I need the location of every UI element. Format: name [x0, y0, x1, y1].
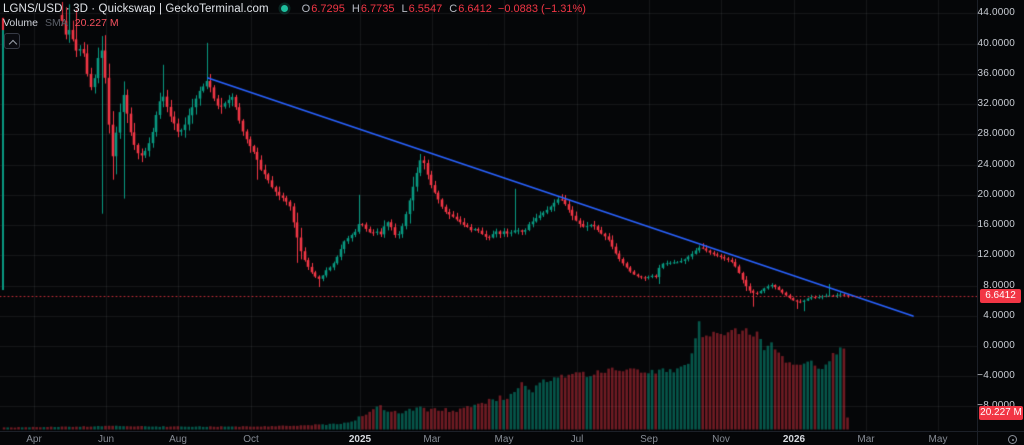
- price-tick-label: −8.0000: [977, 401, 1015, 411]
- price-axis[interactable]: 6.6412 20.227 M 44.0000 40.0000 36.0000 32.…: [977, 0, 1024, 431]
- price-tick-label: 36.0000: [977, 67, 1015, 79]
- axis-corner: [977, 431, 1024, 445]
- time-axis[interactable]: Apr Jun Aug Oct 2025 Mar May Jul Sep Nov 2026 Mar Ma…: [0, 431, 977, 445]
- time-tick-label: Sep: [640, 434, 658, 445]
- time-tick-label: Mar: [423, 434, 441, 445]
- time-tick-label: Jun: [97, 434, 115, 445]
- time-tick-label: May: [928, 434, 948, 445]
- time-tick-label: Jul: [570, 434, 584, 445]
- price-tick-label: 28.0000: [977, 128, 1015, 140]
- price-tick-label: 16.0000: [977, 219, 1015, 231]
- time-tick-label: May: [494, 434, 514, 445]
- price-tick-label: 44.0000: [977, 7, 1015, 19]
- price-tick-label: 32.0000: [977, 98, 1015, 110]
- price-chart-canvas[interactable]: [0, 0, 977, 431]
- collapse-toolbar-button[interactable]: [4, 33, 20, 49]
- chevron-up-icon: [8, 39, 17, 48]
- timezone-clock-icon[interactable]: [1008, 435, 1017, 444]
- time-tick-label: Mar: [857, 434, 875, 445]
- time-tick-label: Oct: [243, 434, 259, 445]
- price-tick-label: 8.0000: [983, 279, 1015, 291]
- price-tick-label: 0.0000: [983, 340, 1015, 351]
- time-tick-label: Apr: [26, 434, 42, 445]
- time-tick-year-label: 2025: [348, 434, 372, 445]
- price-tick-label: 20.0000: [977, 188, 1015, 200]
- time-tick-year-label: 2026: [782, 434, 806, 445]
- time-tick-label: Aug: [169, 434, 187, 445]
- price-tick-label: 12.0000: [977, 249, 1015, 261]
- current-price-badge: 6.6412: [980, 288, 1021, 303]
- price-tick-label: 24.0000: [977, 158, 1015, 170]
- current-volume-badge: 20.227 M: [979, 406, 1023, 420]
- price-tick-label: 4.0000: [983, 309, 1015, 321]
- time-tick-label: Nov: [712, 434, 730, 445]
- price-tick-label: 40.0000: [977, 37, 1015, 49]
- price-tick-label: −4.0000: [977, 370, 1015, 382]
